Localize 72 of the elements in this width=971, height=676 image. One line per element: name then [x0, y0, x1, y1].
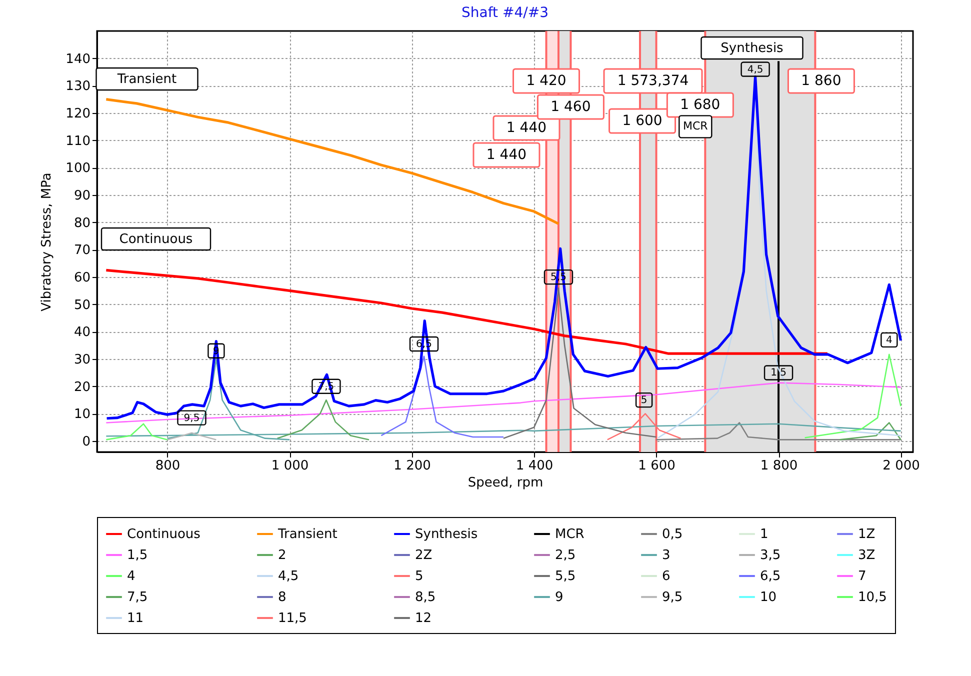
- legend-label: 8,5: [415, 590, 436, 605]
- annotation: 5: [640, 395, 648, 406]
- annotation: 9: [213, 346, 220, 357]
- annotation: Continuous: [119, 232, 193, 247]
- legend-label: 6: [662, 569, 670, 584]
- x-tick-label: 1 000: [271, 458, 309, 474]
- legend-label: 11: [127, 611, 144, 626]
- legend-label: MCR: [555, 527, 584, 542]
- y-tick-label: 10: [74, 407, 90, 422]
- x-tick-label: 800: [155, 458, 180, 474]
- legend-label: 11,5: [278, 611, 307, 626]
- y-tick-label: 90: [74, 188, 90, 204]
- legend-label: 4,5: [278, 569, 299, 584]
- legend-label: 10,5: [858, 590, 887, 605]
- legend-label: 9,5: [662, 590, 683, 605]
- y-tick-label: 0: [82, 434, 90, 450]
- ref-line-label: 1 420: [526, 73, 566, 89]
- legend-label: 3,5: [760, 548, 781, 563]
- legend-label: 0,5: [662, 527, 683, 542]
- legend-label: 12: [415, 611, 432, 626]
- legend-label: 2: [278, 548, 286, 563]
- chart-title: Shaft #4/#3: [462, 5, 548, 21]
- y-tick-label: 20: [74, 380, 90, 395]
- legend-label: 5: [415, 569, 424, 584]
- legend-label: Synthesis: [415, 527, 478, 542]
- x-axis-title: Speed, rpm: [468, 476, 544, 490]
- y-tick-label: 110: [66, 134, 90, 149]
- legend-label: 8: [278, 590, 286, 605]
- annotation: MCR: [682, 120, 708, 133]
- legend-label: 1Z: [858, 527, 876, 542]
- legend-label: 10: [760, 590, 777, 605]
- legend-label: 3Z: [858, 548, 876, 563]
- x-tick-label: 1 800: [760, 458, 798, 474]
- ref-line-label: 1 680: [680, 97, 720, 113]
- y-tick-label: 70: [74, 243, 90, 258]
- legend-label: 9: [555, 590, 564, 605]
- annotation: 4,5: [747, 64, 764, 76]
- y-axis-title: Vibratory Stress, MPa: [40, 172, 55, 312]
- x-tick-label: 1 400: [516, 458, 554, 474]
- y-tick-label: 140: [66, 52, 90, 67]
- legend-label: 2,5: [555, 548, 576, 563]
- x-tick-label: 1 600: [638, 458, 676, 474]
- legend-label: 6,5: [760, 569, 781, 584]
- y-tick-label: 130: [66, 79, 90, 94]
- band-label: 1 440: [486, 147, 527, 163]
- ref-line-label: 1 600: [622, 113, 662, 129]
- ref-line-label: 1 460: [550, 99, 591, 115]
- y-tick-label: 60: [74, 270, 90, 286]
- y-tick-label: 80: [74, 216, 90, 231]
- x-tick-label: 2 000: [882, 458, 920, 474]
- y-tick-label: 40: [74, 325, 90, 340]
- legend-label: 7: [858, 569, 866, 584]
- x-tick-label: 1 200: [394, 458, 431, 474]
- legend-label: 7,5: [127, 590, 148, 605]
- y-tick-label: 50: [74, 298, 90, 313]
- legend-label: 5,5: [555, 569, 576, 584]
- ref-line-label: 1 860: [801, 73, 842, 89]
- y-tick-label: 30: [74, 352, 90, 368]
- legend-label: 1,5: [127, 548, 148, 563]
- annotation: 4: [886, 334, 892, 346]
- legend-label: 4: [127, 569, 136, 584]
- legend-label: Continuous: [127, 527, 201, 542]
- legend-label: Transient: [277, 527, 338, 542]
- ref-line-label: 1 440: [506, 120, 547, 136]
- annotation: Synthesis: [720, 41, 784, 56]
- legend-label: 3: [662, 548, 670, 563]
- legend-label: 1: [760, 527, 768, 542]
- legend-label: 2Z: [415, 548, 432, 563]
- annotation: Transient: [116, 72, 177, 87]
- y-tick-label: 120: [66, 106, 90, 122]
- y-tick-label: 100: [66, 161, 90, 176]
- ref-line-label: 1 573,374: [617, 73, 689, 89]
